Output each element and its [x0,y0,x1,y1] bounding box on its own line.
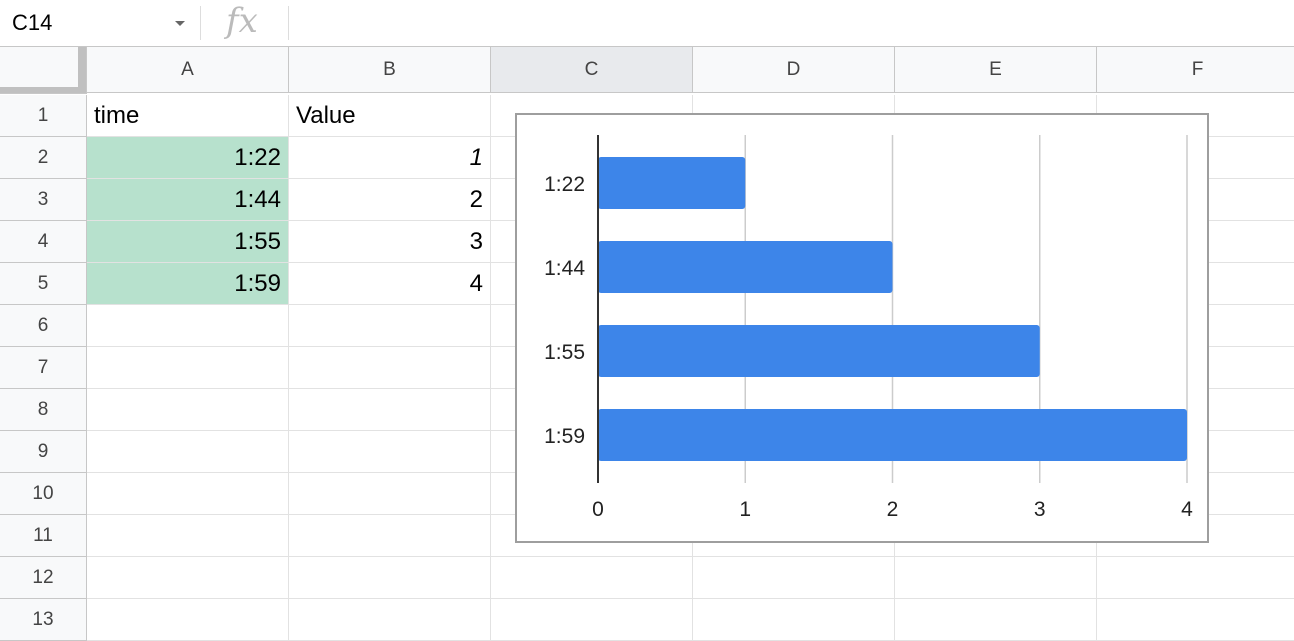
bar-1:22[interactable] [598,157,745,209]
name-box-dropdown-icon[interactable] [175,21,185,26]
row-header-5[interactable]: 5 [0,263,87,305]
row-header-13[interactable]: 13 [0,599,87,641]
column-header-e[interactable]: E [895,47,1097,93]
cell-a9[interactable] [87,431,289,473]
name-box-value: C14 [12,10,52,36]
row-header-2[interactable]: 2 [0,137,87,179]
column-header-d[interactable]: D [693,47,895,93]
cell-b9[interactable] [289,431,491,473]
column-header-f[interactable]: F [1097,47,1294,93]
column-header-c[interactable]: C [491,47,693,93]
formula-input[interactable] [290,0,1290,46]
cell-c12[interactable] [491,557,693,599]
row-header-6[interactable]: 6 [0,305,87,347]
row-header-3[interactable]: 3 [0,179,87,221]
cell-b8[interactable] [289,389,491,431]
cell-a3[interactable]: 1:44 [87,179,289,221]
cell-b4[interactable]: 3 [289,221,491,263]
cell-a7[interactable] [87,347,289,389]
bar-1:55[interactable] [598,325,1040,377]
cell-c13[interactable] [491,599,693,641]
cell-a13[interactable] [87,599,289,641]
category-label: 1:59 [544,425,585,448]
cell-d13[interactable] [693,599,895,641]
cell-b1[interactable]: Value [289,95,491,137]
cell-b12[interactable] [289,557,491,599]
x-tick-label: 1 [739,498,751,521]
cell-a6[interactable] [87,305,289,347]
row-header-8[interactable]: 8 [0,389,87,431]
row-header-12[interactable]: 12 [0,557,87,599]
cell-a10[interactable] [87,473,289,515]
formula-bar-divider [288,6,289,40]
cell-a12[interactable] [87,557,289,599]
category-label: 1:44 [544,257,585,280]
row-header-4[interactable]: 4 [0,221,87,263]
cell-d12[interactable] [693,557,895,599]
cell-a4[interactable]: 1:55 [87,221,289,263]
cell-f12[interactable] [1097,557,1294,599]
cell-b10[interactable] [289,473,491,515]
column-header-b[interactable]: B [289,47,491,93]
row-header-1[interactable]: 1 [0,95,87,137]
bar-1:44[interactable] [598,241,893,293]
cell-b3[interactable]: 2 [289,179,491,221]
x-tick-label: 0 [592,498,604,521]
cell-e13[interactable] [895,599,1097,641]
bar-1:59[interactable] [598,409,1187,461]
cell-b6[interactable] [289,305,491,347]
cell-a5[interactable]: 1:59 [87,263,289,305]
select-all-corner[interactable] [0,47,87,94]
name-box[interactable]: C14 [0,0,199,46]
cell-b11[interactable] [289,515,491,557]
cell-a11[interactable] [87,515,289,557]
cell-a8[interactable] [87,389,289,431]
x-tick-label: 3 [1034,498,1046,521]
x-tick-label: 2 [887,498,899,521]
cell-e12[interactable] [895,557,1097,599]
formula-bar: C14 fx [0,0,1294,47]
cell-a2[interactable]: 1:22 [87,137,289,179]
category-label: 1:22 [544,173,585,196]
freeze-row-handle[interactable] [0,87,86,93]
cell-b5[interactable]: 4 [289,263,491,305]
row-header-7[interactable]: 7 [0,347,87,389]
bar-chart-svg: 0 1 2 3 4 1:22 1:44 1:55 1:59 [517,115,1207,541]
row-header-11[interactable]: 11 [0,515,87,557]
cell-a1[interactable]: time [87,95,289,137]
cell-b7[interactable] [289,347,491,389]
formula-bar-divider [200,6,201,40]
column-header-a[interactable]: A [87,47,289,93]
row-header-9[interactable]: 9 [0,431,87,473]
row-header-10[interactable]: 10 [0,473,87,515]
cell-f13[interactable] [1097,599,1294,641]
cell-b2[interactable]: 1 [289,137,491,179]
x-tick-label: 4 [1181,498,1193,521]
bar-chart[interactable]: 0 1 2 3 4 1:22 1:44 1:55 1:59 [515,113,1209,543]
category-label: 1:55 [544,341,585,364]
function-fx-icon: fx [226,0,258,42]
cell-b13[interactable] [289,599,491,641]
